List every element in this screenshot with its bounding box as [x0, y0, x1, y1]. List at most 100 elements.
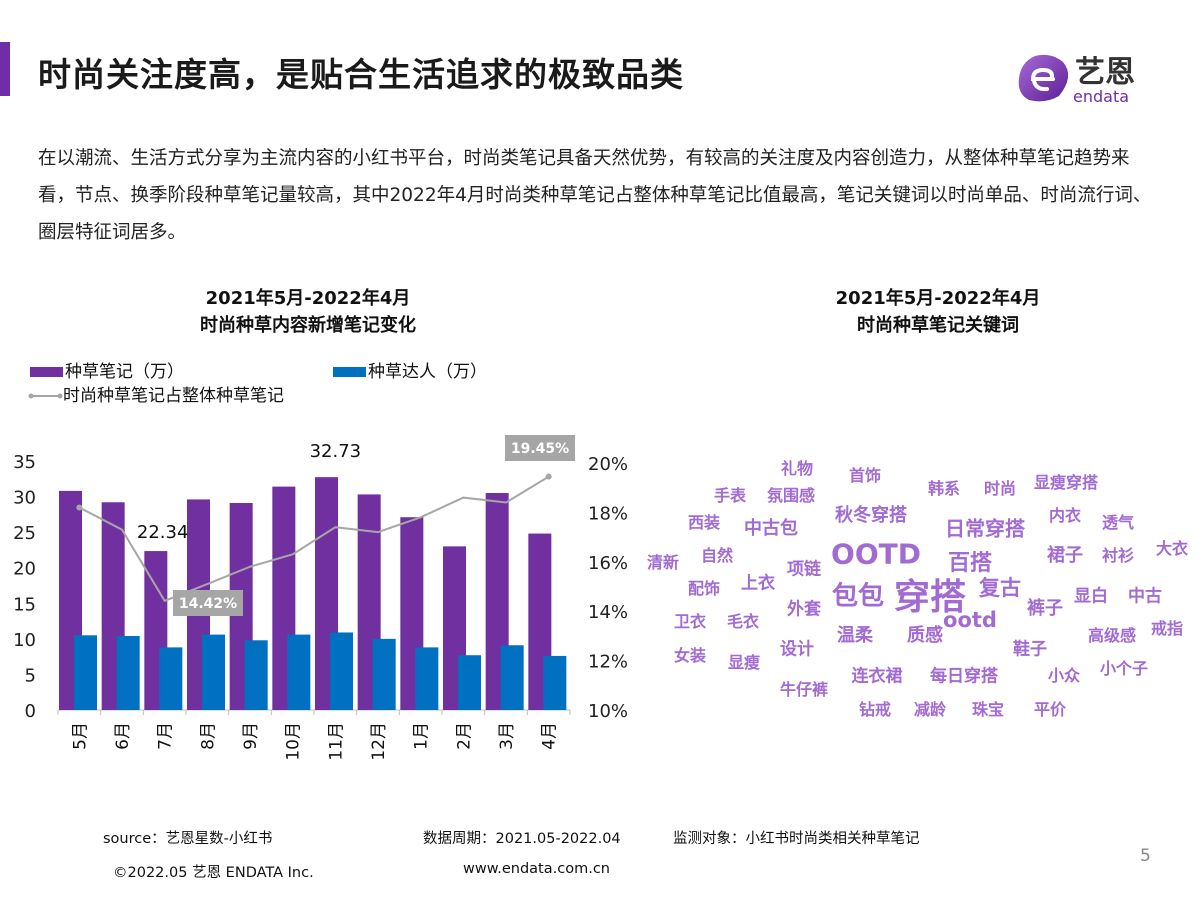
keyword: 毛衣 [726, 612, 760, 631]
left-axis-tick: 30 [13, 488, 36, 509]
x-axis-label: 11月 [326, 722, 346, 761]
footer-target: 监测对象：小红书时尚类相关种草笔记 [673, 831, 920, 847]
bar-creators-1月 [415, 647, 439, 710]
x-axis-label: 7月 [156, 722, 176, 750]
legend-line-ratio [28, 393, 63, 399]
bar-creators-2月 [458, 655, 481, 710]
keyword: 牛仔裤 [779, 680, 829, 699]
endata-logo-icon: 艺恩 endata [1018, 54, 1135, 106]
ratio-point-5月 [76, 504, 83, 511]
x-axis-label: 8月 [198, 722, 218, 750]
x-axis-label: 3月 [497, 722, 517, 750]
bar-creators-10月 [287, 634, 311, 710]
legend-item-ratio: 时尚种草笔记占整体种草笔记 [27, 381, 284, 406]
x-axis-label: 6月 [113, 722, 133, 750]
keyword: 显瘦穿搭 [1033, 473, 1099, 492]
keyword: 减龄 [913, 700, 947, 719]
left-chart-title-line2: 时尚种草内容新增笔记变化 [200, 315, 416, 336]
bar-creators-4月 [543, 655, 567, 710]
legend-swatch-creators [333, 367, 366, 377]
left-axis-tick: 5 [25, 665, 36, 686]
footer-website[interactable]: www.endata.com.cn [463, 861, 610, 877]
bar-creators-9月 [244, 640, 268, 710]
keyword: 平价 [1033, 700, 1067, 719]
keyword: 中古包 [744, 518, 798, 539]
keyword: 鞋子 [1013, 639, 1047, 660]
right-axis-tick: 10% [588, 701, 628, 722]
keyword: 复古 [979, 576, 1021, 600]
data-label-notes: 22.34 [137, 522, 189, 543]
keyword: 高级感 [1087, 626, 1137, 645]
keyword: 卫衣 [673, 612, 707, 631]
data-label-box [173, 590, 243, 616]
x-axis-label: 1月 [412, 722, 432, 750]
keyword: 包包 [831, 581, 885, 612]
x-axis-label: 2月 [454, 722, 474, 750]
keyword: 手表 [713, 486, 747, 505]
page-number: 5 [1140, 846, 1151, 866]
data-label-ratio: 19.45% [511, 441, 569, 457]
legend-swatch-notes [30, 367, 63, 377]
keyword: 日常穿搭 [945, 516, 1025, 541]
footer-copyright: ©2022.05 艺恩 ENDATA Inc. [113, 865, 314, 881]
endata-logo: 艺恩 endata [1015, 48, 1160, 106]
keyword: 显白 [1074, 586, 1108, 607]
keyword: 百搭 [947, 551, 993, 576]
right-axis-tick: 18% [588, 503, 628, 524]
right-axis-tick: 12% [588, 652, 628, 673]
bar-creators-7月 [159, 647, 183, 710]
keyword: 每日穿搭 [930, 666, 998, 687]
combo-chart: 0 5 10 15 20 25 30 35 10% 12% 14% 16% 18% 20% 5月 6月 7月 8月… [13, 435, 628, 761]
keyword: 大衣 [1155, 539, 1189, 558]
left-axis-tick: 15 [13, 594, 36, 615]
keyword: 小众 [1047, 666, 1081, 685]
keyword: 设计 [780, 639, 814, 660]
keyword: 温柔 [837, 625, 873, 646]
keyword: 女装 [673, 646, 707, 665]
data-label-notes: 32.73 [310, 441, 362, 462]
keyword: 裙子 [1047, 545, 1083, 566]
x-axis-label: 12月 [369, 722, 389, 761]
legend-item-creators: 种草达人（万） [333, 357, 487, 382]
keyword: 上衣 [741, 573, 775, 594]
keyword: 小个子 [1099, 659, 1149, 678]
left-chart-title-line1: 2021年5月-2022年4月 [205, 288, 411, 309]
keyword: 首饰 [848, 466, 882, 485]
logo-cn-text: 艺恩 [1075, 55, 1135, 90]
keyword: 氛围感 [766, 486, 816, 505]
bar-creators-5月 [74, 635, 97, 710]
logo-en-text: endata [1073, 87, 1129, 106]
keyword: 中古 [1128, 586, 1162, 607]
keyword: 质感 [907, 625, 943, 646]
keyword: 时尚 [983, 479, 1017, 498]
title-accent-bar [0, 42, 10, 96]
data-label-ratio: 14.42% [179, 596, 237, 612]
left-axis-tick: 0 [25, 701, 36, 722]
keyword: 透气 [1101, 513, 1135, 532]
keyword: 裤子 [1027, 598, 1063, 619]
left-axis-tick: 35 [13, 452, 36, 473]
bar-creators-12月 [372, 638, 396, 710]
x-axis-label: 10月 [284, 722, 304, 761]
bar-creators-11月 [330, 632, 353, 710]
ratio-point-4月 [545, 473, 552, 480]
bar-creators-3月 [500, 645, 524, 710]
keyword: 外套 [787, 599, 821, 620]
keyword: 自然 [700, 546, 734, 565]
right-axis-tick: 20% [588, 454, 628, 475]
right-chart-title-line2: 时尚种草笔记关键词 [857, 315, 1019, 336]
keyword: 配饰 [687, 579, 721, 598]
legend-label-creators: 种草达人（万） [368, 362, 487, 382]
keyword: 韩系 [927, 479, 961, 498]
keyword: 珠宝 [971, 700, 1005, 719]
left-axis-tick: 25 [13, 523, 36, 544]
right-chart-title-line1: 2021年5月-2022年4月 [835, 288, 1041, 309]
intro-paragraph: 在以潮流、生活方式分享为主流内容的小红书平台，时尚类笔记具备天然优势，有较高的关… [38, 148, 1152, 243]
keyword: 礼物 [780, 459, 814, 478]
right-axis-tick: 16% [588, 553, 628, 574]
keyword: 显瘦 [727, 653, 761, 672]
bar-creators-8月 [202, 634, 225, 710]
keyword: OOTD [831, 537, 921, 571]
bar-creators-6月 [116, 636, 140, 710]
keyword: 钻戒 [858, 700, 892, 719]
